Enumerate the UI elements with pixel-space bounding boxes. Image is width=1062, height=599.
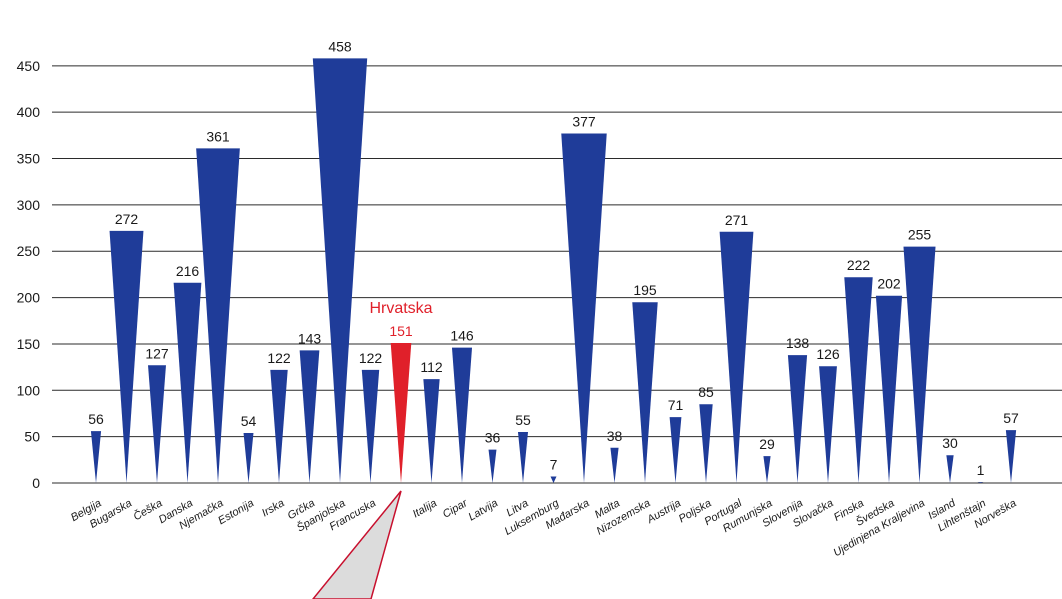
bar (875, 295, 903, 483)
y-tick-label: 300 (17, 197, 41, 213)
bar (719, 231, 754, 483)
bar (148, 365, 166, 483)
value-label: 122 (359, 350, 383, 366)
value-label: 216 (176, 263, 200, 279)
y-tick-label: 200 (17, 290, 41, 306)
y-tick-labels: 0 50 100 150 200 250 300 350 400 450 (17, 58, 41, 491)
y-tick-label: 350 (17, 151, 41, 167)
bars (90, 58, 1017, 484)
value-labels: 56 272 127 216 361 54 122 143 458 122 151 112 146 36 5… (88, 38, 1019, 478)
value-label: 112 (420, 359, 443, 375)
value-label: 1 (977, 462, 985, 478)
bar (451, 347, 473, 483)
value-label: 55 (515, 412, 531, 428)
bar (1005, 430, 1017, 483)
value-label: 126 (816, 346, 840, 362)
callout-wedge (312, 490, 402, 599)
category-labels: BelgijaBugarskaČeškaDanskaNjemačkaEstoni… (69, 496, 1019, 559)
value-label: 122 (267, 350, 291, 366)
value-label: 377 (572, 113, 596, 129)
value-label: 56 (88, 411, 104, 427)
bar (109, 230, 144, 483)
value-label: 57 (1003, 410, 1019, 426)
category-label: Austrija (644, 497, 683, 526)
bar (632, 302, 658, 483)
value-label: 30 (942, 435, 958, 451)
highlight-callout (312, 490, 402, 599)
value-label: 271 (725, 212, 749, 228)
value-label: 36 (485, 430, 501, 446)
bar (173, 282, 202, 483)
y-tick-label: 100 (17, 382, 41, 398)
bar (610, 447, 619, 483)
value-label: 138 (786, 335, 810, 351)
value-label: 146 (450, 328, 474, 344)
value-label: 255 (908, 227, 932, 243)
value-label: 151 (389, 323, 413, 339)
bar (390, 343, 412, 483)
value-label: 85 (698, 384, 714, 400)
y-tick-label: 150 (17, 336, 41, 352)
value-label: 222 (847, 257, 871, 273)
bar (844, 277, 873, 483)
value-label: 195 (633, 282, 657, 298)
bar (946, 455, 954, 483)
highlight-label: Hrvatska (369, 300, 432, 317)
bar (699, 404, 713, 483)
bar (550, 476, 557, 483)
value-label: 458 (328, 38, 352, 54)
bar (90, 431, 102, 483)
value-label: 143 (298, 330, 322, 346)
y-tick-label: 50 (24, 429, 40, 445)
value-label: 29 (759, 436, 775, 452)
bar (669, 417, 682, 483)
value-label: 54 (241, 413, 257, 429)
bar (270, 369, 288, 483)
category-label: Latvija (466, 497, 500, 523)
value-label: 127 (145, 345, 169, 361)
value-label: 38 (607, 428, 623, 444)
bar (763, 456, 771, 483)
y-tick-label: 450 (17, 58, 41, 74)
bar (423, 379, 440, 483)
category-label: Italija (411, 497, 439, 520)
value-label: 272 (115, 211, 139, 227)
bar (488, 449, 497, 483)
bar (361, 369, 380, 483)
bar (312, 58, 368, 483)
bar (243, 432, 254, 483)
category-label: Cipar (441, 497, 471, 521)
bar (561, 133, 607, 484)
value-label: 202 (877, 276, 901, 292)
y-tick-label: 0 (32, 475, 40, 491)
bar (977, 482, 984, 483)
bar (787, 355, 808, 483)
category-label: Irska (260, 497, 287, 519)
bar (819, 366, 837, 483)
bar (299, 350, 320, 483)
value-label: 7 (550, 457, 558, 473)
bar (196, 148, 240, 483)
bar (517, 432, 529, 483)
value-label: 71 (668, 397, 684, 413)
y-tick-label: 250 (17, 243, 41, 259)
y-tick-label: 400 (17, 104, 41, 120)
value-label: 361 (206, 128, 230, 144)
bar (903, 246, 936, 483)
